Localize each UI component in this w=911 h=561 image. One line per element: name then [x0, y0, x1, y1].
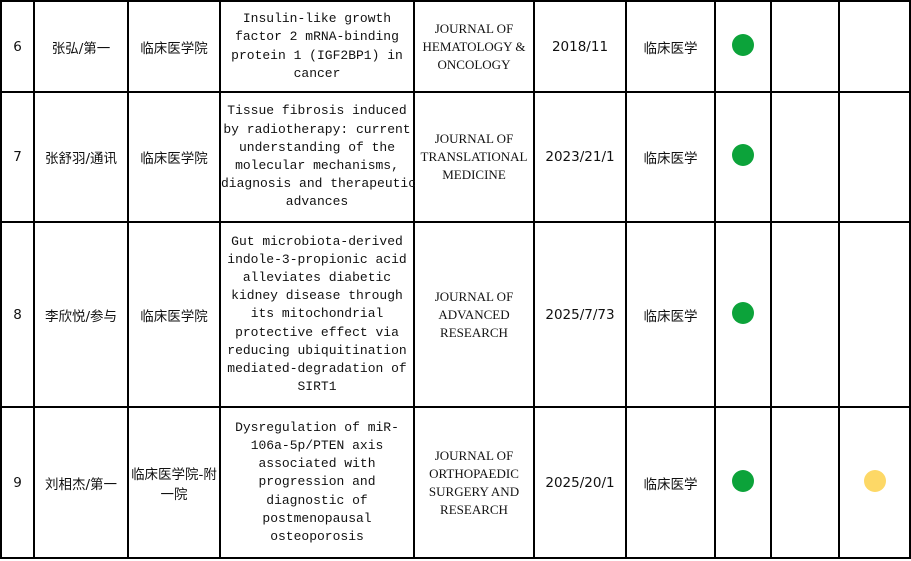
- empty-cell: [770, 406, 840, 559]
- author-cell: 刘相杰/第一: [33, 406, 129, 559]
- table-row: 7 张舒羽/通讯 临床医学院 Tissue fibrosis induced by ra…: [0, 91, 911, 223]
- status-dot: [732, 301, 754, 324]
- author-cell: 李欣悦/参与: [33, 221, 129, 408]
- text-line: cancer: [293, 65, 341, 81]
- title-cell: Tissue fibrosis induced by radiotherapy: …: [219, 91, 417, 223]
- text-line: RESEARCH: [440, 324, 508, 340]
- empty-cell: [770, 0, 840, 93]
- status-dot: [732, 469, 754, 492]
- text-line: alleviates diabetic: [242, 269, 392, 285]
- department-cell: 临床医学院: [127, 221, 221, 408]
- field-cell: 临床医学: [625, 406, 716, 559]
- author-cell: 张舒羽/通讯: [33, 91, 129, 223]
- journal-cell: JOURNAL OF HEMATOLOGY & ONCOLOGY: [413, 0, 535, 93]
- text-line: SURGERY AND: [428, 483, 520, 499]
- field-cell: 临床医学: [625, 221, 716, 408]
- journal-cell: JOURNAL OF ORTHOPAEDIC SURGERY AND RESEARCH: [413, 406, 535, 559]
- text-line: kidney disease through: [231, 288, 403, 304]
- text-line: mediated-degradation of: [227, 361, 407, 376]
- text-line: 106a-5p/PTEN axis: [250, 437, 384, 453]
- text-line: JOURNAL OF: [434, 20, 514, 36]
- text-line: Insulin-like growth: [242, 11, 392, 27]
- title-cell: Insulin-like growth factor 2 mRNA-binding…: [219, 0, 415, 93]
- text-line: Gut microbiota-derived: [231, 233, 403, 249]
- index-cell: 7: [0, 91, 35, 223]
- status-cell: [838, 406, 911, 559]
- text-line: MEDICINE: [442, 167, 506, 182]
- title-cell: Dysregulation of miR- 106a-5p/PTEN axis as…: [219, 406, 415, 559]
- text-line: progression and: [258, 474, 376, 490]
- volume-cell: 2025/20/1: [533, 406, 627, 559]
- text-line: by radiotherapy: current: [223, 121, 411, 137]
- status-cell: [838, 0, 911, 93]
- status-dot: [732, 144, 754, 166]
- text-line: postmenopausal: [262, 510, 372, 526]
- empty-cell: [770, 91, 840, 223]
- text-line: Tissue fibrosis induced: [227, 103, 407, 119]
- status-dot: [732, 33, 754, 56]
- text-line: diagnosis and therapeutic: [221, 176, 417, 192]
- text-line: TRANSLATIONAL: [420, 149, 528, 164]
- status-cell: [714, 0, 772, 93]
- field-cell: 临床医学: [625, 91, 716, 223]
- status-cell: [714, 406, 772, 559]
- empty-cell: [770, 221, 840, 408]
- table-row: 6 张弘/第一 临床医学院 Insulin-like growth factor 2 m…: [0, 0, 911, 93]
- volume-cell: 2018/11: [533, 0, 627, 93]
- text-line: JOURNAL OF: [434, 447, 514, 463]
- text-line: advances: [285, 194, 349, 210]
- text-line: HEMATOLOGY &: [422, 38, 526, 54]
- text-line: protein 1 (IGF2BP1) in: [231, 47, 403, 63]
- status-cell: [838, 221, 911, 408]
- status-dot: [863, 469, 886, 492]
- text-line: indole-3-propionic acid: [227, 251, 407, 267]
- text-line: SIRT1: [297, 379, 337, 395]
- text-line: reducing ubiquitination: [227, 342, 407, 358]
- text-line: diagnostic of: [266, 492, 368, 508]
- text-line: understanding of the: [238, 139, 396, 155]
- department-cell: 临床医学院: [127, 91, 221, 223]
- status-cell: [714, 221, 772, 408]
- text-line: ORTHOPAEDIC: [429, 465, 519, 481]
- index-cell: 6: [0, 0, 35, 93]
- author-cell: 张弘/第一: [33, 0, 129, 93]
- text-line: JOURNAL OF: [434, 288, 514, 304]
- text-line: osteoporosis: [270, 529, 364, 544]
- status-cell: [714, 91, 772, 223]
- volume-cell: 2023/21/1: [533, 91, 627, 223]
- status-cell: [838, 91, 911, 223]
- text-line: ADVANCED: [438, 306, 510, 322]
- text-line: JOURNAL OF: [434, 131, 514, 146]
- text-line: protective effect via: [235, 324, 399, 340]
- text-line: associated with: [258, 456, 376, 472]
- text-line: molecular mechanisms,: [235, 158, 399, 173]
- journal-cell: JOURNAL OF TRANSLATIONAL MEDICINE: [413, 91, 535, 223]
- text-line: its mitochondrial: [250, 306, 384, 322]
- volume-cell: 2025/7/73: [533, 221, 627, 408]
- department-cell: 临床医学院-附一院: [127, 406, 221, 559]
- table-row: 9 刘相杰/第一 临床医学院-附一院 Dysregulation of miR- 106…: [0, 406, 911, 559]
- text-line: RESEARCH: [440, 501, 508, 517]
- table-row: 8 李欣悦/参与 临床医学院 Gut microbiota-derived indole…: [0, 221, 911, 408]
- index-cell: 9: [0, 406, 35, 559]
- text-line: Dysregulation of miR-: [235, 419, 399, 435]
- text-line: ONCOLOGY: [437, 56, 511, 72]
- title-cell: Gut microbiota-derived indole-3-propionic…: [219, 221, 415, 408]
- journal-cell: JOURNAL OF ADVANCED RESEARCH: [413, 221, 535, 408]
- text-line: factor 2 mRNA-binding: [235, 29, 399, 45]
- index-cell: 8: [0, 221, 35, 408]
- field-cell: 临床医学: [625, 0, 716, 93]
- department-cell: 临床医学院: [127, 0, 221, 93]
